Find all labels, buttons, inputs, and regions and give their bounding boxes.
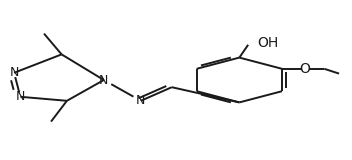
Text: OH: OH [257, 36, 278, 50]
Text: N: N [136, 94, 145, 107]
Text: N: N [99, 73, 108, 87]
Text: N: N [16, 90, 25, 103]
Text: O: O [300, 62, 310, 76]
Text: N: N [10, 66, 19, 79]
